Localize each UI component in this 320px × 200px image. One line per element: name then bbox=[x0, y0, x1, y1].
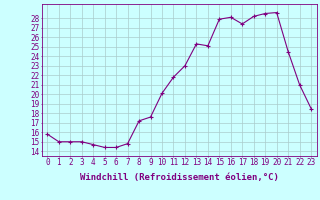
X-axis label: Windchill (Refroidissement éolien,°C): Windchill (Refroidissement éolien,°C) bbox=[80, 173, 279, 182]
